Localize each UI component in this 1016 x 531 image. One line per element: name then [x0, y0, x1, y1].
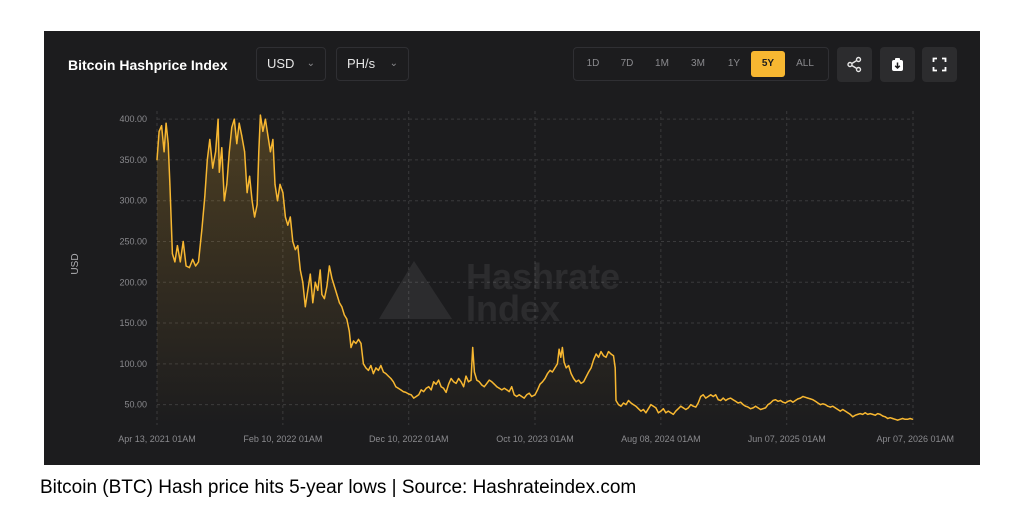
- x-tick-label: Oct 10, 2023 01AM: [496, 434, 574, 444]
- currency-dropdown[interactable]: USD ⌄: [256, 47, 326, 81]
- x-tick-label: Aug 08, 2024 01AM: [621, 434, 701, 444]
- watermark-line2: Index: [466, 288, 560, 329]
- y-tick-label: 300.00: [119, 196, 147, 206]
- range-button-3m[interactable]: 3M: [691, 58, 705, 69]
- range-selector: 1D 7D 1M 3M 1Y 5Y ALL: [573, 47, 829, 81]
- y-tick-label: 50.00: [124, 400, 147, 410]
- x-tick-label: Feb 10, 2022 01AM: [243, 434, 322, 444]
- range-button-1d[interactable]: 1D: [586, 58, 600, 69]
- range-button-1y[interactable]: 1Y: [727, 58, 741, 69]
- share-button[interactable]: [837, 47, 872, 82]
- y-tick-label: 350.00: [119, 155, 147, 165]
- range-button-7d[interactable]: 7D: [620, 58, 634, 69]
- y-tick-label: 200.00: [119, 277, 147, 287]
- chevron-down-icon: ⌄: [389, 58, 398, 69]
- range-button-all[interactable]: ALL: [796, 58, 814, 69]
- range-button-5y[interactable]: 5Y: [751, 51, 785, 77]
- y-tick-label: 100.00: [119, 359, 147, 369]
- x-tick-label: Apr 13, 2021 01AM: [118, 434, 196, 444]
- download-icon: [892, 58, 903, 71]
- range-button-1m[interactable]: 1M: [655, 58, 669, 69]
- unit-dropdown-value: PH/s: [347, 56, 376, 71]
- y-axis-ticks: 50.00 100.00 150.00 200.00 250.00 300.00 350.0…: [119, 114, 147, 409]
- watermark-logo-icon: [379, 261, 452, 319]
- x-axis-ticks: Apr 13, 2021 01AM Feb 10, 2022 01AM Dec 10…: [118, 434, 954, 444]
- watermark: Hashrate Index: [379, 256, 620, 329]
- fullscreen-button[interactable]: [922, 47, 957, 82]
- y-tick-label: 400.00: [119, 114, 147, 124]
- share-icon: [847, 56, 862, 73]
- chevron-down-icon: ⌄: [306, 58, 315, 69]
- chart-panel: Bitcoin Hashprice Index USD ⌄ PH/s ⌄ 1D …: [44, 31, 980, 465]
- series-area: [157, 115, 913, 425]
- unit-dropdown[interactable]: PH/s ⌄: [336, 47, 409, 81]
- y-tick-label: 150.00: [119, 318, 147, 328]
- y-tick-label: 250.00: [119, 236, 147, 246]
- x-tick-label: Dec 10, 2022 01AM: [369, 434, 449, 444]
- hashprice-chart: Hashrate Index 50.00 100.00 150.00 200.00 25…: [70, 111, 954, 444]
- caption: Bitcoin (BTC) Hash price hits 5-year low…: [40, 477, 637, 498]
- watermark-line1: Hashrate: [466, 256, 620, 297]
- y-axis-label: USD: [70, 253, 81, 274]
- series-line: [156, 114, 913, 421]
- x-tick-label: Apr 07, 2026 01AM: [876, 434, 954, 444]
- chart-title: Bitcoin Hashprice Index: [68, 57, 228, 73]
- x-tick-label: Jun 07, 2025 01AM: [748, 434, 826, 444]
- currency-dropdown-value: USD: [267, 56, 295, 71]
- fullscreen-icon: [932, 57, 947, 72]
- download-button[interactable]: [880, 47, 915, 82]
